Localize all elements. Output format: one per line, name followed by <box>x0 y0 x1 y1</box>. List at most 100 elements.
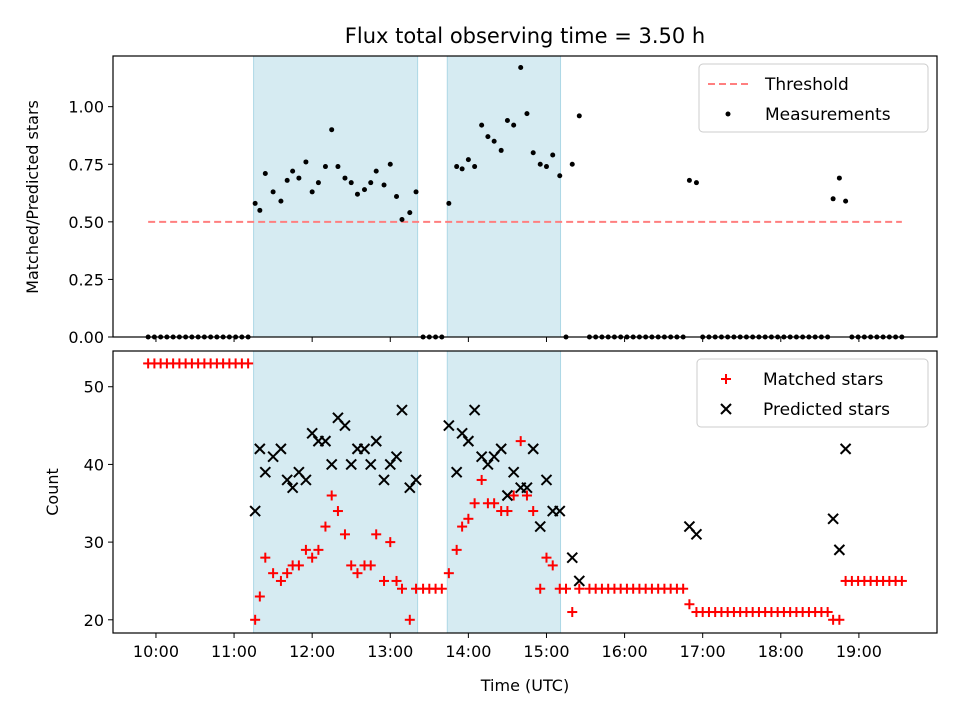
legend-cross-marker <box>720 403 732 415</box>
predicted-star-point <box>384 458 396 471</box>
measurement-point <box>530 150 536 156</box>
marker-stroke <box>370 435 382 447</box>
matched-star-point <box>469 498 480 509</box>
y-tick-label: 0.25 <box>68 270 104 289</box>
y-tick-label: 0.75 <box>68 155 104 174</box>
marker-stroke <box>833 544 846 556</box>
predicted-star-point <box>378 474 390 486</box>
measurement-point <box>465 157 471 163</box>
marker-stroke <box>468 404 481 416</box>
ratio-legend: Threshold Measurements <box>698 63 929 133</box>
ratio-plot-frame <box>112 55 938 338</box>
measurement-point <box>550 152 556 158</box>
marker-stroke <box>720 403 732 415</box>
measurement-point <box>303 159 309 165</box>
predicted-star-point <box>540 474 553 486</box>
marker-stroke <box>839 443 852 455</box>
predicted-star-point <box>527 443 539 455</box>
predicted-star-point <box>365 458 377 471</box>
measurement-point <box>284 177 290 183</box>
observing-windows <box>253 55 562 338</box>
matched-star-point <box>451 544 462 555</box>
measurement-point <box>361 187 367 193</box>
measurement-point <box>309 189 315 195</box>
y-tick-label: 0.50 <box>68 213 104 232</box>
marker-stroke <box>482 458 494 471</box>
matched-star-point <box>339 529 350 540</box>
matched-star-point <box>320 521 331 532</box>
matched-star-point <box>489 498 500 509</box>
matched-star-point <box>365 560 376 571</box>
matched-star-point <box>293 560 304 571</box>
matched-star-point <box>385 537 396 548</box>
predicted-star-point <box>475 450 488 463</box>
marker-stroke <box>384 458 396 471</box>
matched-star-point <box>896 575 907 586</box>
measurement-point <box>454 164 460 170</box>
matched-star-points <box>143 358 907 625</box>
predicted-star-point <box>370 435 382 447</box>
legend-threshold-label: Threshold <box>764 75 849 95</box>
measurement-point <box>373 168 379 174</box>
marker-stroke <box>443 419 455 432</box>
marker-stroke <box>683 520 696 533</box>
marker-stroke <box>339 419 351 432</box>
measurement-point <box>576 113 582 119</box>
matched-star-point <box>521 490 532 501</box>
ratio-y-axis-label: Matched/Predicted stars <box>23 100 42 294</box>
marker-stroke <box>306 427 318 440</box>
predicted-star-point <box>404 482 416 494</box>
matched-star-point <box>476 474 487 485</box>
matched-star-point <box>822 607 833 618</box>
count-y-axis-label: Count <box>43 468 62 516</box>
predicted-star-point <box>462 435 475 447</box>
predicted-star-point <box>554 505 566 517</box>
measurement-point <box>381 182 387 188</box>
measurement-point <box>537 161 543 167</box>
marker-stroke <box>475 450 488 463</box>
predicted-star-point <box>390 450 403 463</box>
predicted-star-point <box>286 482 299 494</box>
y-tick-label: 30 <box>84 533 104 552</box>
marker-stroke <box>521 482 533 494</box>
matched-star-point <box>457 521 468 532</box>
measurement-point <box>342 175 348 181</box>
legend-measurements-label: Measurements <box>765 105 891 125</box>
matched-star-point <box>250 614 261 625</box>
marker-stroke <box>358 443 371 455</box>
predicted-star-point <box>521 482 533 494</box>
matched-star-point <box>332 506 343 517</box>
legend-matched-swatch <box>721 374 731 384</box>
measurement-point <box>686 177 692 183</box>
measurement-point <box>257 207 263 213</box>
predicted-star-point <box>325 458 338 471</box>
measurement-point <box>693 180 699 186</box>
predicted-star-point <box>254 443 266 455</box>
predicted-star-point <box>259 466 272 478</box>
measurement-point <box>830 196 836 202</box>
measurement-point <box>270 189 276 195</box>
marker-stroke <box>365 458 377 471</box>
matched-star-point <box>574 583 585 594</box>
predicted-star-point <box>534 520 546 533</box>
measurement-point <box>315 180 321 186</box>
predicted-star-points <box>249 404 852 587</box>
marker-stroke <box>286 482 299 494</box>
x-tick-label: 13:00 <box>367 642 413 661</box>
measurement-point <box>459 166 465 172</box>
marker-stroke <box>275 443 287 455</box>
marker-stroke <box>293 466 305 478</box>
observing-window <box>446 55 562 338</box>
measurement-point <box>354 191 360 197</box>
matched-star-point <box>371 529 382 540</box>
predicted-star-point <box>410 474 422 486</box>
predicted-star-point <box>690 528 703 541</box>
matched-star-point <box>547 560 558 571</box>
marker-stroke <box>501 489 514 502</box>
legend-predicted-swatch <box>720 403 732 415</box>
measurement-point <box>479 122 485 128</box>
marker-stroke <box>404 482 416 494</box>
marker-stroke <box>690 528 703 541</box>
matched-star-point <box>684 599 695 610</box>
